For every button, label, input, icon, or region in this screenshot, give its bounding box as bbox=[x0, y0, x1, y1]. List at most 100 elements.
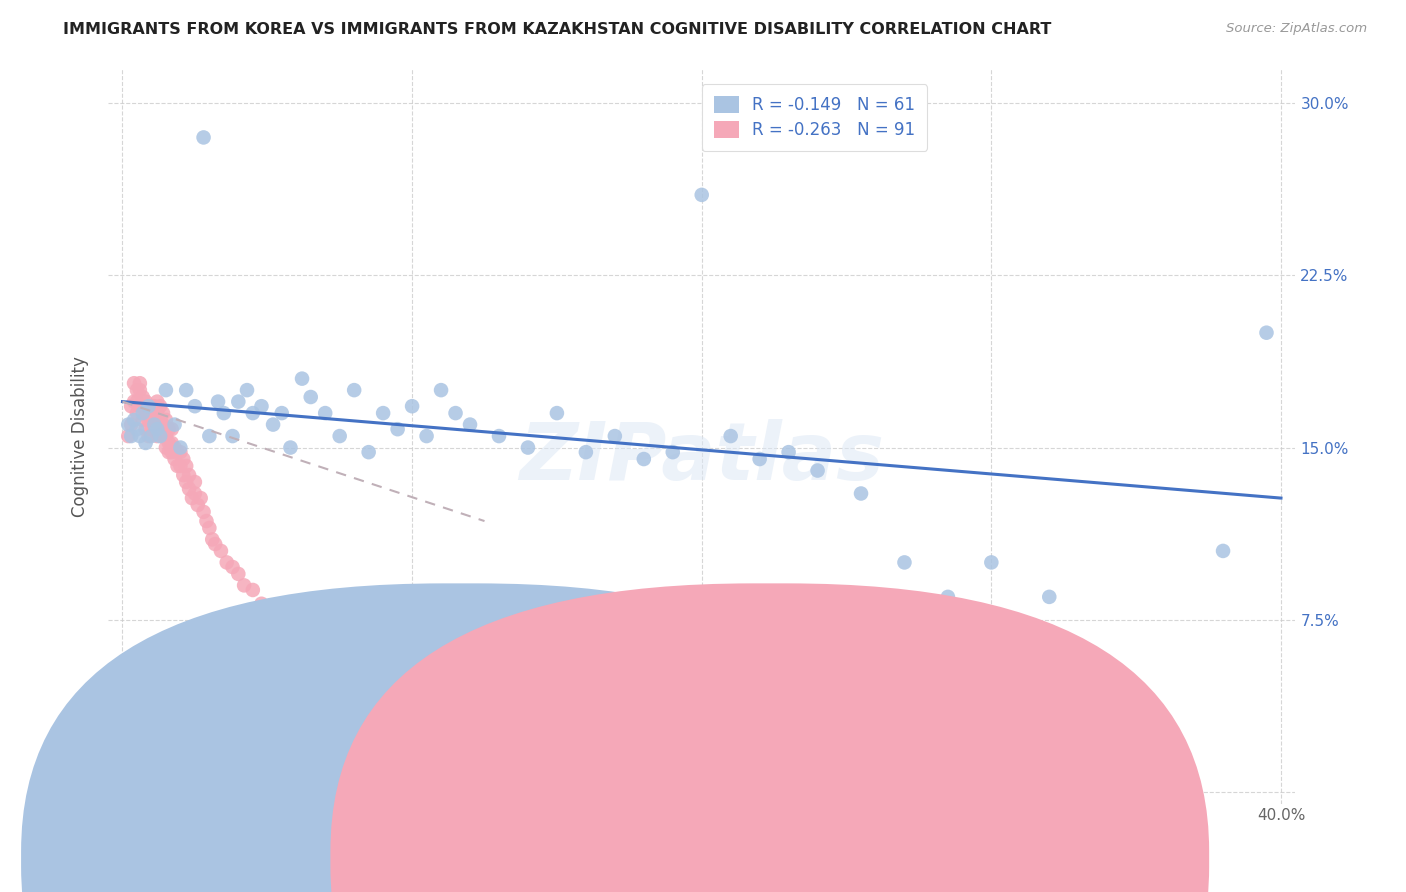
Point bbox=[125, 406, 148, 420]
Point bbox=[430, 383, 453, 397]
Point bbox=[155, 441, 177, 455]
Text: Immigrants from Korea: Immigrants from Korea bbox=[439, 843, 630, 861]
Point bbox=[138, 399, 160, 413]
Point bbox=[125, 422, 148, 436]
Point bbox=[516, 441, 538, 455]
Point bbox=[135, 436, 157, 450]
Point bbox=[138, 429, 160, 443]
Point bbox=[190, 491, 212, 505]
Point bbox=[280, 441, 302, 455]
Point bbox=[415, 429, 437, 443]
Point bbox=[169, 445, 191, 459]
Point bbox=[166, 458, 188, 473]
Point bbox=[143, 417, 166, 432]
Point bbox=[270, 406, 292, 420]
Point bbox=[633, 452, 655, 467]
Point bbox=[128, 399, 150, 413]
Point bbox=[291, 629, 314, 643]
Point bbox=[122, 376, 145, 391]
Point bbox=[132, 399, 155, 413]
Point bbox=[146, 422, 169, 436]
Point bbox=[215, 556, 238, 570]
Point bbox=[177, 482, 200, 496]
Point bbox=[357, 445, 380, 459]
Point bbox=[406, 698, 429, 712]
Point bbox=[209, 544, 232, 558]
Y-axis label: Cognitive Disability: Cognitive Disability bbox=[72, 356, 89, 516]
Point bbox=[242, 406, 264, 420]
Point bbox=[280, 624, 302, 639]
Point bbox=[122, 394, 145, 409]
Point bbox=[177, 468, 200, 483]
Point bbox=[474, 734, 496, 748]
Legend: R = -0.149   N = 61, R = -0.263   N = 91: R = -0.149 N = 61, R = -0.263 N = 91 bbox=[702, 84, 927, 151]
Point bbox=[128, 376, 150, 391]
Point bbox=[233, 578, 256, 592]
Point bbox=[152, 406, 174, 420]
Point bbox=[172, 452, 194, 467]
Point bbox=[366, 674, 388, 689]
Point bbox=[720, 429, 742, 443]
Point bbox=[201, 533, 224, 547]
Point bbox=[575, 445, 598, 459]
Point bbox=[141, 422, 163, 436]
Point bbox=[166, 445, 188, 459]
Point bbox=[187, 498, 209, 512]
Point bbox=[221, 560, 243, 574]
Point bbox=[146, 394, 169, 409]
Text: Source: ZipAtlas.com: Source: ZipAtlas.com bbox=[1226, 22, 1367, 36]
Point bbox=[444, 406, 467, 420]
Point bbox=[157, 422, 180, 436]
Point bbox=[453, 728, 475, 742]
Point bbox=[143, 399, 166, 413]
Point bbox=[128, 429, 150, 443]
Point bbox=[141, 399, 163, 413]
Point bbox=[135, 394, 157, 409]
Point bbox=[242, 582, 264, 597]
Point bbox=[748, 452, 770, 467]
Point bbox=[308, 642, 330, 657]
Point bbox=[155, 429, 177, 443]
Point bbox=[146, 406, 169, 420]
Point bbox=[603, 429, 626, 443]
Point bbox=[143, 422, 166, 436]
Point bbox=[135, 406, 157, 420]
Point bbox=[349, 670, 371, 684]
Point bbox=[1038, 590, 1060, 604]
Point bbox=[893, 556, 915, 570]
Point bbox=[250, 597, 273, 611]
Point bbox=[1256, 326, 1278, 340]
Point bbox=[228, 394, 250, 409]
Point bbox=[343, 383, 366, 397]
Point bbox=[174, 458, 197, 473]
Point bbox=[128, 383, 150, 397]
Point bbox=[152, 417, 174, 432]
Point bbox=[299, 390, 322, 404]
Point bbox=[160, 445, 183, 459]
Point bbox=[849, 486, 872, 500]
Point bbox=[387, 422, 409, 436]
Point bbox=[184, 475, 207, 489]
Point bbox=[120, 399, 142, 413]
Point bbox=[270, 613, 292, 627]
Point bbox=[155, 413, 177, 427]
Text: IMMIGRANTS FROM KOREA VS IMMIGRANTS FROM KAZAKHSTAN COGNITIVE DISABILITY CORRELA: IMMIGRANTS FROM KOREA VS IMMIGRANTS FROM… bbox=[63, 22, 1052, 37]
Point bbox=[146, 413, 169, 427]
Point bbox=[120, 417, 142, 432]
Point bbox=[143, 413, 166, 427]
Point bbox=[329, 429, 352, 443]
Point bbox=[146, 429, 169, 443]
Point bbox=[250, 399, 273, 413]
Point bbox=[221, 429, 243, 443]
Point bbox=[135, 422, 157, 436]
Point bbox=[172, 468, 194, 483]
Point bbox=[141, 413, 163, 427]
Point bbox=[198, 521, 221, 535]
Point bbox=[157, 445, 180, 459]
Point bbox=[193, 130, 215, 145]
Point bbox=[163, 441, 186, 455]
Point bbox=[155, 383, 177, 397]
Point bbox=[488, 429, 510, 443]
Point bbox=[262, 606, 284, 620]
Point bbox=[690, 187, 713, 202]
